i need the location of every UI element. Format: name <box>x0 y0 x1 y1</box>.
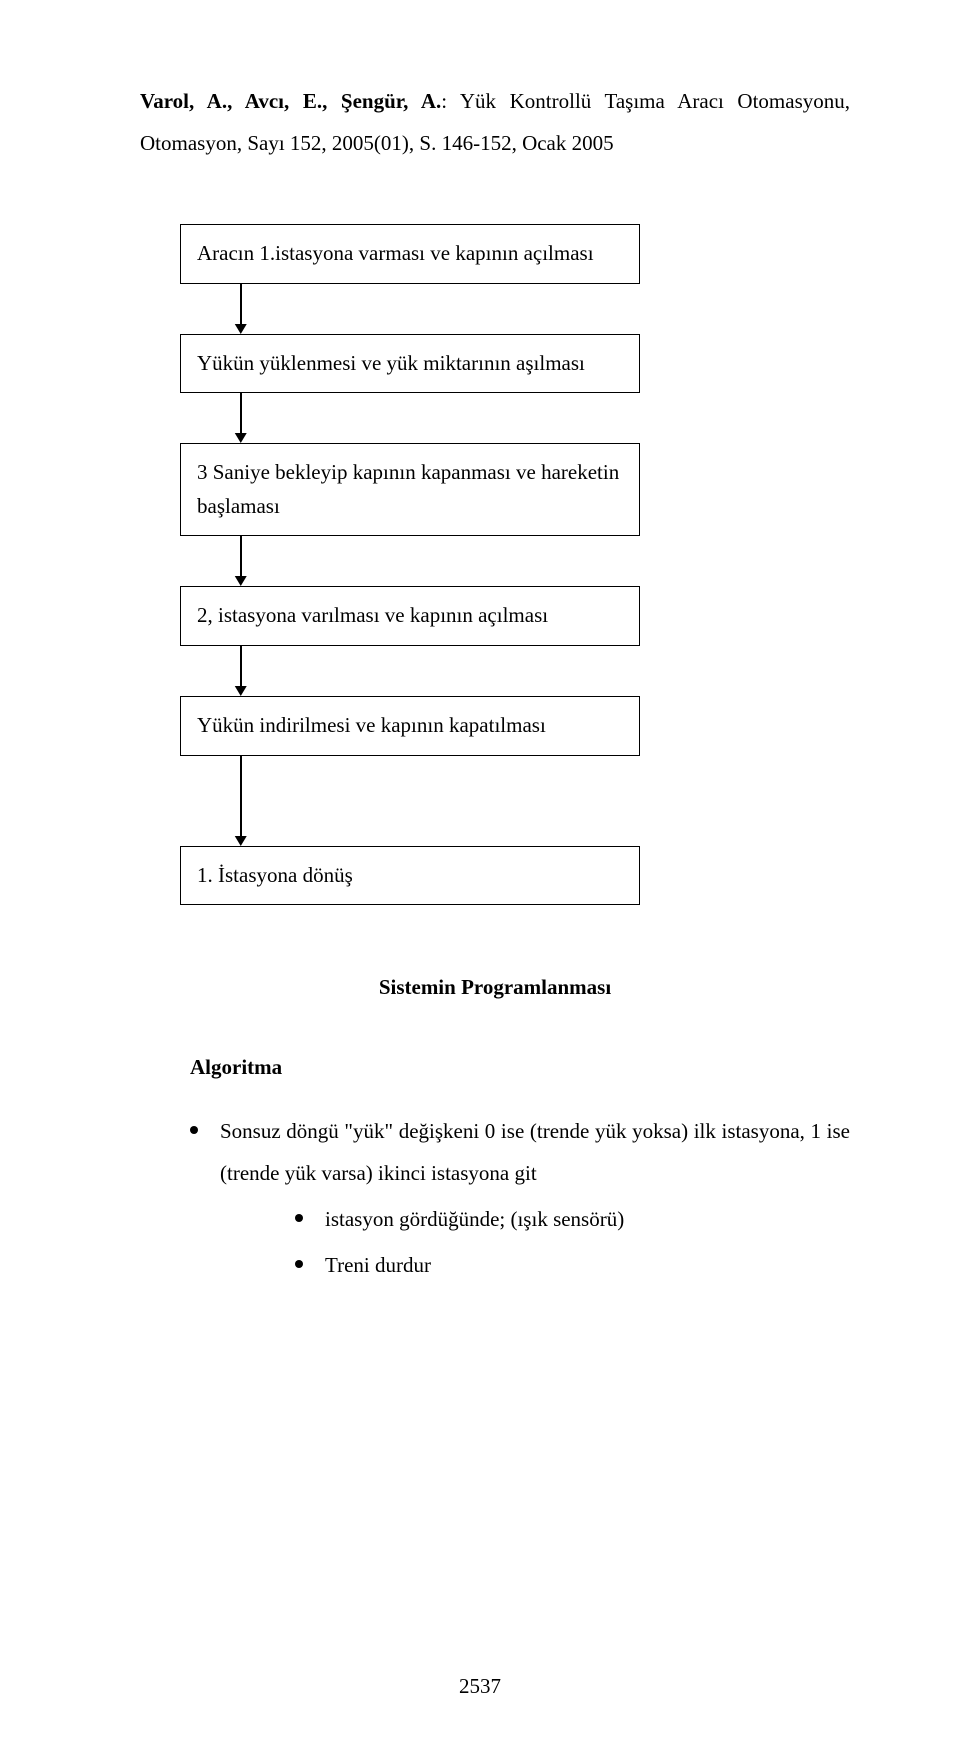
bullet-icon <box>295 1260 303 1268</box>
flow-box-6: 1. İstasyona dönüş <box>180 846 640 906</box>
bullet-icon <box>190 1126 198 1134</box>
flow-box-2: Yükün yüklenmesi ve yük miktarının aşılm… <box>180 334 640 394</box>
header-authors: Varol, A., Avcı, E., Şengür, A. <box>140 89 441 113</box>
algorithm-block: Algoritma Sonsuz döngü "yük" değişkeni 0… <box>190 1055 850 1286</box>
flow-arrow-4 <box>180 646 640 696</box>
flowchart: Aracın 1.istasyona varması ve kapının aç… <box>180 224 640 905</box>
flow-box-1: Aracın 1.istasyona varması ve kapının aç… <box>180 224 640 284</box>
algorithm-item: Sonsuz döngü "yük" değişkeni 0 ise (tren… <box>190 1110 850 1194</box>
flow-arrow-3 <box>180 536 640 586</box>
flow-arrow-2 <box>180 393 640 443</box>
flow-box-5: Yükün indirilmesi ve kapının kapatılması <box>180 696 640 756</box>
section-title: Sistemin Programlanması <box>140 975 850 1000</box>
page-header: Varol, A., Avcı, E., Şengür, A.: Yük Kon… <box>140 80 850 164</box>
bullet-icon <box>295 1214 303 1222</box>
flow-arrow-1 <box>180 284 640 334</box>
flow-box-3: 3 Saniye bekleyip kapının kapanması ve h… <box>180 443 640 536</box>
algorithm-item-text: Sonsuz döngü "yük" değişkeni 0 ise (tren… <box>220 1110 850 1194</box>
algorithm-item: Treni durdur <box>295 1244 850 1286</box>
algorithm-item-text: istasyon gördüğünde; (ışık sensörü) <box>325 1198 850 1240</box>
flow-arrow-5 <box>180 756 640 846</box>
flow-box-4: 2, istasyona varılması ve kapının açılma… <box>180 586 640 646</box>
algorithm-item-text: Treni durdur <box>325 1244 850 1286</box>
algorithm-title: Algoritma <box>190 1055 850 1080</box>
algorithm-item: istasyon gördüğünde; (ışık sensörü) <box>295 1198 850 1240</box>
page-number: 2537 <box>0 1674 960 1699</box>
